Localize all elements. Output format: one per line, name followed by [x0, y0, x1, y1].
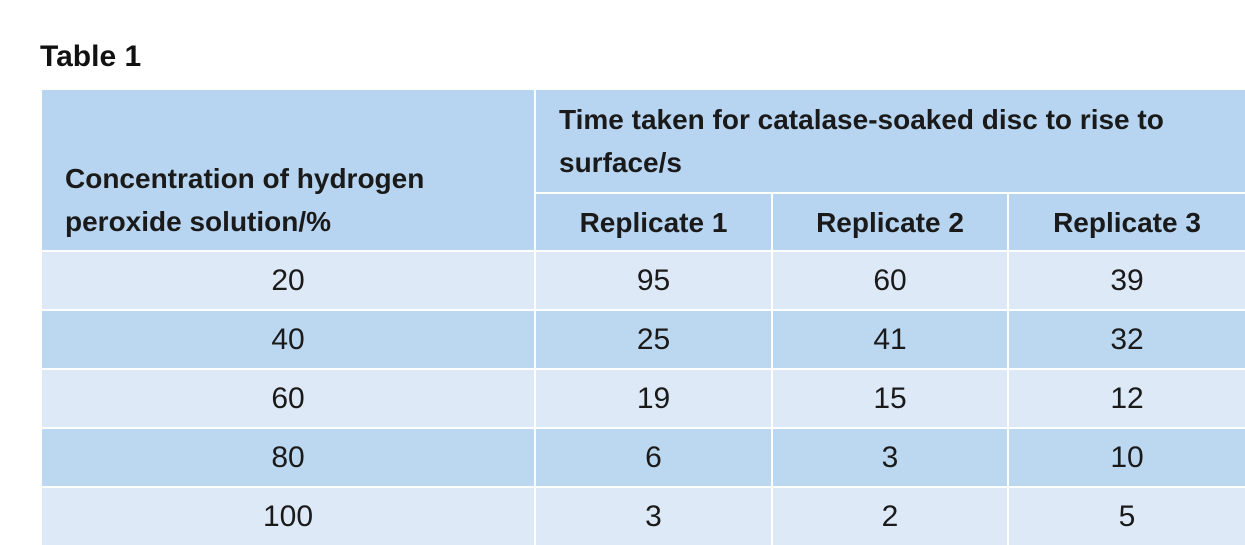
- table-cell: 60: [42, 370, 534, 427]
- column-header: Replicate 1: [536, 194, 771, 250]
- header-cell: [42, 90, 534, 250]
- table-cell: 100: [42, 488, 534, 545]
- column-header: Replicate 3: [1009, 194, 1245, 250]
- header-cell: [536, 90, 1245, 192]
- table-cell: 39: [1009, 252, 1245, 309]
- table-cell: 5: [1009, 488, 1245, 545]
- table-cell: 2: [773, 488, 1007, 545]
- table-title: Table 1: [40, 40, 142, 73]
- table-cell: 12: [1009, 370, 1245, 427]
- table-cell: 95: [536, 252, 771, 309]
- table-cell: 6: [536, 429, 771, 486]
- table-cell: 10: [1009, 429, 1245, 486]
- header-text: Time taken for catalase-soaked disc to r…: [559, 104, 1164, 178]
- column-header: Replicate 2: [773, 194, 1007, 250]
- table-cell: 19: [536, 370, 771, 427]
- table-cell: 40: [42, 311, 534, 368]
- table-cell: 25: [536, 311, 771, 368]
- table-cell: 15: [773, 370, 1007, 427]
- table-cell: 20: [42, 252, 534, 309]
- table-cell: 41: [773, 311, 1007, 368]
- table-cell: 60: [773, 252, 1007, 309]
- table-cell: 3: [773, 429, 1007, 486]
- header-text: Concentration of hydrogen peroxide solut…: [65, 163, 425, 237]
- table-cell: 3: [536, 488, 771, 545]
- table-cell: 32: [1009, 311, 1245, 368]
- table-cell: 80: [42, 429, 534, 486]
